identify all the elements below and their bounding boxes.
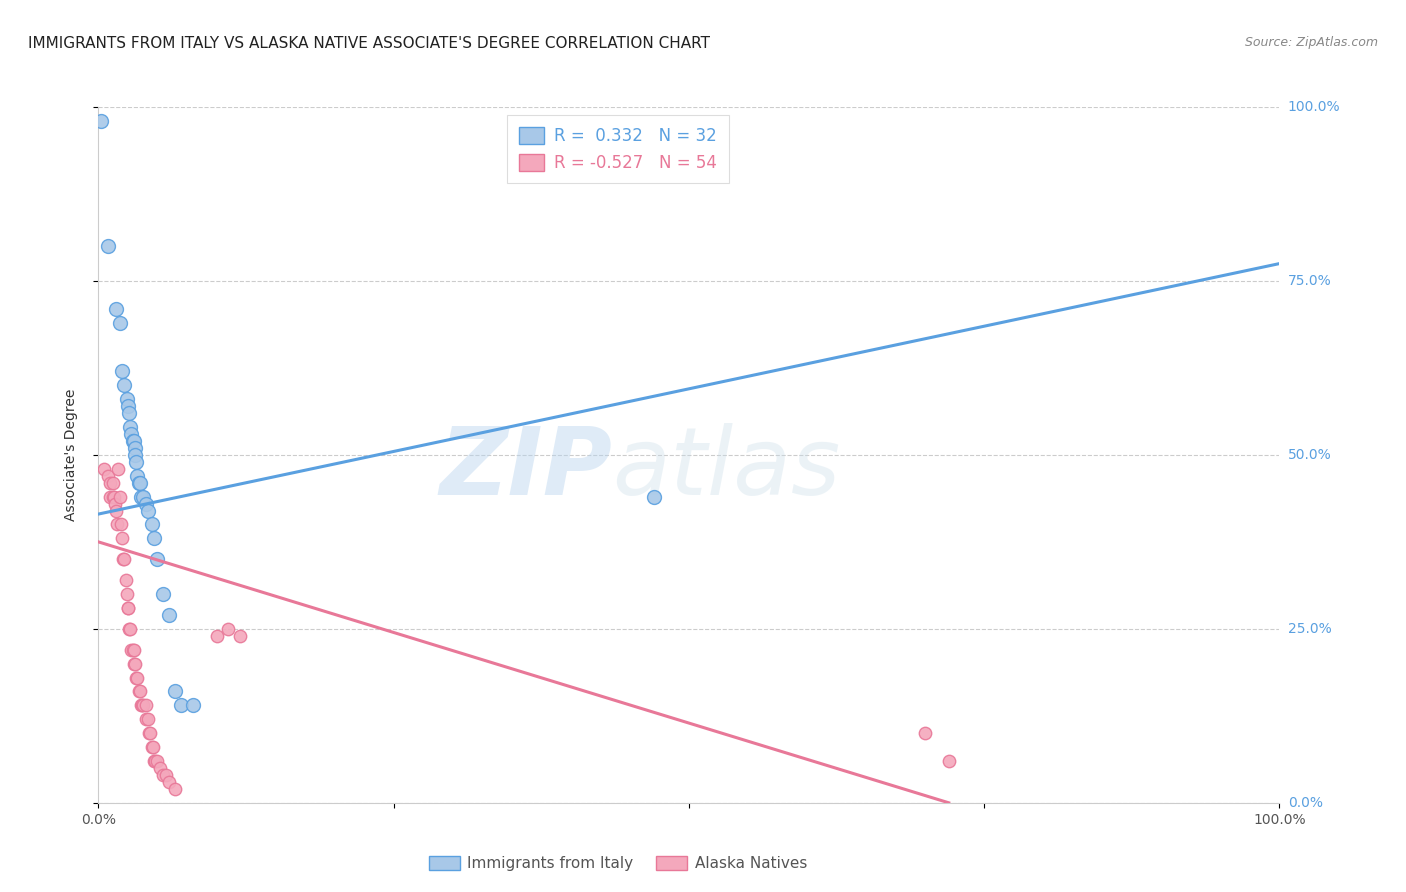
Point bbox=[129, 490, 152, 504]
Point bbox=[93, 462, 115, 476]
Point bbox=[111, 364, 134, 378]
Point bbox=[165, 684, 187, 698]
Point bbox=[115, 392, 138, 407]
Point bbox=[141, 517, 163, 532]
Point bbox=[135, 698, 157, 713]
Point bbox=[108, 490, 131, 504]
Point bbox=[142, 532, 165, 546]
Point bbox=[165, 781, 187, 796]
Point bbox=[152, 768, 174, 782]
Point bbox=[152, 587, 174, 601]
Point bbox=[157, 607, 180, 622]
Point bbox=[142, 754, 165, 768]
Point bbox=[104, 497, 127, 511]
Point bbox=[115, 587, 138, 601]
Point bbox=[132, 698, 155, 713]
Point bbox=[142, 740, 165, 755]
Point bbox=[108, 316, 131, 330]
Point bbox=[135, 497, 157, 511]
Point bbox=[139, 726, 162, 740]
Point bbox=[117, 399, 139, 413]
Point bbox=[112, 552, 135, 566]
Point bbox=[135, 712, 157, 726]
Point bbox=[146, 552, 169, 566]
Point bbox=[120, 622, 142, 636]
Point bbox=[122, 434, 145, 448]
Point bbox=[101, 475, 124, 490]
Point bbox=[124, 441, 146, 455]
Point bbox=[117, 601, 139, 615]
Point bbox=[205, 629, 228, 643]
Point bbox=[181, 698, 204, 713]
Point bbox=[136, 503, 159, 517]
Point bbox=[131, 698, 153, 713]
Point bbox=[128, 475, 150, 490]
Point bbox=[110, 517, 132, 532]
Text: 25.0%: 25.0% bbox=[1288, 622, 1331, 636]
Point bbox=[98, 475, 121, 490]
Text: 100.0%: 100.0% bbox=[1288, 100, 1340, 114]
Point bbox=[132, 490, 155, 504]
Point bbox=[103, 490, 125, 504]
Text: 0.0%: 0.0% bbox=[1288, 796, 1323, 810]
Text: atlas: atlas bbox=[612, 424, 841, 515]
Point bbox=[125, 671, 148, 685]
Point bbox=[157, 775, 180, 789]
Point bbox=[149, 761, 172, 775]
Point bbox=[127, 468, 149, 483]
Point bbox=[101, 490, 124, 504]
Point bbox=[118, 406, 141, 420]
Point bbox=[146, 754, 169, 768]
Point bbox=[111, 532, 134, 546]
Point bbox=[118, 622, 141, 636]
Point bbox=[124, 448, 146, 462]
Point bbox=[97, 468, 120, 483]
Point bbox=[128, 475, 150, 490]
Point bbox=[124, 657, 146, 671]
Legend: Immigrants from Italy, Alaska Natives: Immigrants from Italy, Alaska Natives bbox=[422, 848, 814, 879]
Point bbox=[122, 642, 145, 657]
Point bbox=[117, 601, 139, 615]
Point bbox=[229, 629, 252, 643]
Point bbox=[107, 462, 129, 476]
Point bbox=[120, 420, 142, 434]
Point bbox=[914, 726, 936, 740]
Point bbox=[121, 434, 143, 448]
Point bbox=[938, 754, 960, 768]
Text: IMMIGRANTS FROM ITALY VS ALASKA NATIVE ASSOCIATE'S DEGREE CORRELATION CHART: IMMIGRANTS FROM ITALY VS ALASKA NATIVE A… bbox=[28, 36, 710, 51]
Point bbox=[121, 427, 143, 442]
Text: ZIP: ZIP bbox=[439, 423, 612, 515]
Text: 75.0%: 75.0% bbox=[1288, 274, 1331, 288]
Point bbox=[129, 698, 152, 713]
Point bbox=[138, 726, 160, 740]
Point bbox=[170, 698, 193, 713]
Point bbox=[112, 378, 135, 392]
Text: 50.0%: 50.0% bbox=[1288, 448, 1331, 462]
Point bbox=[97, 239, 120, 253]
Point bbox=[125, 455, 148, 469]
Point bbox=[90, 114, 112, 128]
Point bbox=[143, 754, 166, 768]
Text: Source: ZipAtlas.com: Source: ZipAtlas.com bbox=[1244, 36, 1378, 49]
Point bbox=[136, 712, 159, 726]
Point bbox=[112, 552, 135, 566]
Point bbox=[105, 301, 128, 316]
Point bbox=[122, 657, 145, 671]
Point bbox=[217, 622, 239, 636]
Point bbox=[155, 768, 177, 782]
Point bbox=[105, 517, 128, 532]
Point bbox=[98, 490, 121, 504]
Point bbox=[128, 684, 150, 698]
Point bbox=[127, 671, 149, 685]
Point bbox=[105, 503, 128, 517]
Point bbox=[128, 684, 150, 698]
Point bbox=[141, 740, 163, 755]
Point bbox=[121, 642, 143, 657]
Y-axis label: Associate's Degree: Associate's Degree bbox=[63, 389, 77, 521]
Point bbox=[121, 642, 143, 657]
Point bbox=[114, 573, 136, 587]
Point bbox=[643, 490, 665, 504]
